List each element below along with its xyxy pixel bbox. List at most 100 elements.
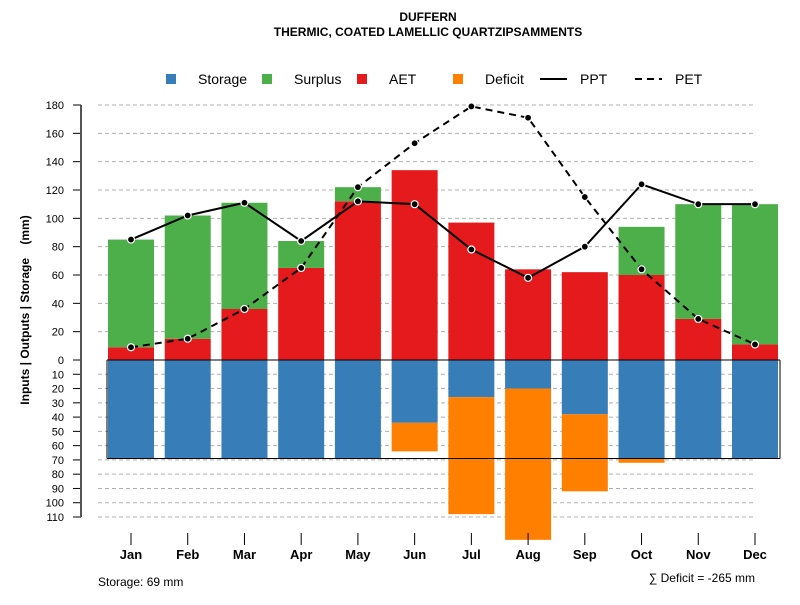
bar-aet (505, 269, 552, 360)
bar-storage (675, 360, 722, 459)
bar-surplus (334, 187, 381, 202)
ppt-point (297, 236, 306, 246)
pet-point (183, 334, 192, 343)
x-tick-label: Feb (176, 547, 199, 562)
ppt-line (130, 183, 755, 279)
legend-swatch (166, 74, 176, 84)
bar-aet (561, 272, 608, 360)
pet-point (353, 183, 363, 192)
pet-point (523, 113, 533, 122)
bar-storage (334, 360, 381, 459)
legend-swatch (262, 74, 272, 84)
x-tick-label: Sep (573, 547, 597, 562)
pet-line (130, 105, 756, 349)
bar-surplus (221, 202, 268, 309)
y-tick-label: 80 (52, 469, 64, 481)
x-tick-label: Jun (403, 547, 426, 562)
bar-aet (334, 201, 381, 360)
pet-point (637, 265, 646, 274)
pet-point (467, 102, 476, 111)
legend-label: AET (389, 71, 417, 87)
bar-aet (108, 347, 154, 360)
y-tick-label: 180 (46, 100, 64, 112)
ppt-point (523, 273, 533, 282)
pet-point (750, 340, 760, 349)
y-tick-label: 40 (52, 412, 64, 424)
x-tick-label: Oct (631, 547, 653, 562)
x-tick-label: May (345, 547, 371, 562)
legend-label: Deficit (485, 71, 524, 87)
y-tick-label: 50 (52, 426, 64, 438)
chart-subtitle: THERMIC, COATED LAMELLIC QUARTZIPSAMMENT… (274, 25, 582, 39)
bar-aet (618, 275, 665, 360)
y-tick-label: 60 (52, 441, 64, 453)
legend-swatch (357, 74, 367, 84)
bar-deficit (391, 422, 438, 452)
bar-aet (278, 267, 325, 360)
y-tick-label: 140 (46, 157, 64, 169)
y-tick-label: 40 (52, 298, 64, 310)
y-tick-label: 120 (46, 185, 64, 197)
bar-surplus (108, 239, 154, 348)
ppt-point (694, 200, 703, 209)
bar-storage (505, 360, 552, 389)
y-tick-label: 100 (46, 213, 64, 225)
y-tick-label: 30 (52, 398, 64, 410)
pet-point (240, 304, 249, 314)
ppt-point (126, 235, 136, 244)
y-tick-label: 160 (46, 128, 64, 140)
x-tick-label: Nov (686, 547, 711, 562)
y-tick-label: 110 (46, 512, 64, 524)
ppt-point (750, 200, 760, 209)
bar-storage (618, 360, 665, 459)
footer-storage: Storage: 69 mm (98, 575, 183, 589)
ppt-point (467, 245, 476, 254)
bar-aet (448, 222, 495, 360)
x-tick-label: Mar (233, 547, 256, 562)
pet-point (126, 343, 136, 352)
y-tick-label: 100 (46, 498, 64, 510)
bar-surplus (164, 215, 211, 339)
bar-aet (164, 338, 211, 360)
bar-storage (448, 360, 495, 398)
x-tick-label: Apr (290, 547, 312, 562)
x-tick-label: Jul (462, 547, 481, 562)
bar-deficit (505, 388, 552, 540)
bar-aet (391, 170, 438, 360)
ppt-point (240, 198, 249, 207)
bar-storage (732, 360, 778, 459)
y-tick-label: 0 (58, 355, 64, 367)
legend-label: PET (675, 71, 703, 87)
bar-deficit (561, 414, 608, 492)
y-tick-label: 20 (52, 327, 64, 339)
legend-label: Surplus (294, 71, 341, 87)
y-tick-label: 60 (52, 270, 64, 282)
footer-deficit-total: ∑ Deficit = -265 mm (649, 571, 755, 585)
bar-deficit (448, 397, 495, 515)
chart-title: DUFFERN (399, 10, 456, 24)
pet-point (297, 263, 306, 273)
y-tick-label: 80 (52, 242, 64, 254)
y-axis-label: Inputs | Outputs | Storage (mm) (18, 215, 32, 404)
legend-label: PPT (580, 71, 608, 87)
bar-deficit (618, 458, 665, 463)
bar-storage (108, 360, 154, 459)
pet-point (410, 139, 419, 148)
ppt-point (353, 197, 363, 206)
bar-storage (391, 360, 438, 423)
legend-swatch (453, 74, 463, 84)
x-tick-label: Jan (120, 547, 142, 562)
bar-storage (164, 360, 211, 459)
x-tick-label: Aug (515, 547, 540, 562)
bar-storage (278, 360, 325, 459)
ppt-point (410, 200, 419, 209)
ppt-point (637, 180, 646, 189)
y-tick-label: 10 (52, 369, 64, 381)
bar-storage (221, 360, 268, 459)
bar-surplus (732, 204, 778, 345)
ppt-point (183, 211, 192, 220)
y-tick-label: 70 (52, 455, 64, 467)
x-tick-label: Dec (743, 547, 767, 562)
y-tick-label: 90 (52, 483, 64, 495)
